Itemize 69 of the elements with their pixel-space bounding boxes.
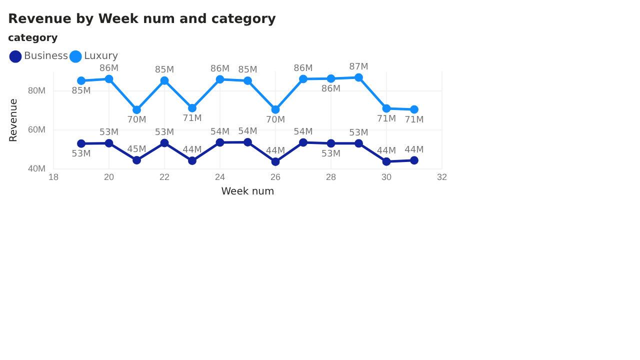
point [188,104,197,112]
data-label: 85M [238,66,258,76]
legend-label: Luxury [84,51,118,62]
point [271,158,280,166]
data-label: 53M [321,149,341,160]
data-label: 71M [182,114,202,124]
y-tick-label: 40M [28,164,46,174]
data-label: 44M [404,145,424,156]
data-label: 86M [99,64,119,74]
data-label: 86M [321,84,341,94]
x-tick-label: 24 [214,172,226,182]
chart-title: Revenue by Week num and category [8,12,277,28]
point [216,75,224,84]
point [132,106,142,114]
point [77,139,86,148]
point [216,138,224,147]
data-label: 86M [210,64,230,74]
data-label: 44M [182,146,202,156]
data-label: 44M [266,146,286,157]
x-axis-title: Week num [221,186,274,198]
x-tick-label: 22 [160,172,170,182]
point [382,157,391,166]
data-label: 86M [294,64,313,74]
point [104,74,114,84]
x-tick-label: 30 [381,172,392,182]
data-label: 54M [294,127,313,138]
data-label: 44M [376,146,396,156]
point [160,138,169,148]
point [104,138,114,148]
y-tick-label: 60M [28,124,46,135]
data-label: 45M [127,145,146,156]
point [77,76,86,86]
x-tick-label: 26 [270,172,281,182]
point [132,156,142,164]
point [244,76,252,86]
y-axis-title: Revenue [8,98,20,142]
point [244,138,252,147]
data-label: 85M [72,86,91,97]
data-label: 53M [154,128,174,138]
data-label: 87M [349,62,368,72]
x-tick-label: 28 [326,172,336,182]
data-label: 70M [127,116,146,126]
data-label: 54M [210,127,230,138]
point [326,139,336,148]
point [410,105,418,114]
point [326,74,336,83]
point [271,105,280,114]
point [299,138,308,147]
x-tick-label: 18 [48,172,59,182]
point [382,104,391,113]
point [188,156,197,166]
data-label: 53M [349,128,368,138]
data-label: 53M [99,128,119,138]
x-tick-label: 20 [104,172,114,182]
y-tick-label: 80M [28,86,46,96]
x-tick-label: 32 [436,172,448,182]
point [160,76,169,85]
point [354,73,363,82]
data-label: 71M [376,114,396,124]
legend-title: category [8,33,58,44]
point [299,74,308,84]
point [354,139,363,148]
data-label: 70M [266,116,286,126]
data-label: 54M [238,127,258,138]
legend-label: Business [24,51,68,62]
data-label: 85M [154,65,174,76]
data-label: 71M [404,115,424,126]
data-label: 53M [72,149,91,160]
point [410,156,418,165]
